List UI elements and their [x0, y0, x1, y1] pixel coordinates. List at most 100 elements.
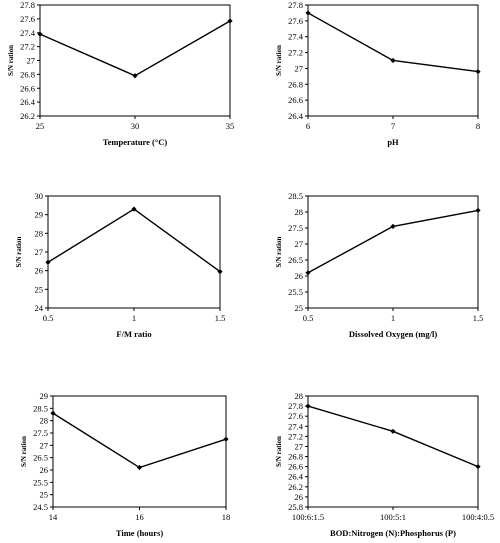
- plot-area-frame: [39, 4, 231, 117]
- x-tick-label: 1.5: [215, 313, 226, 323]
- y-tick-label: 27: [295, 63, 304, 73]
- data-point-marker: [390, 428, 396, 434]
- x-tick-label: 100:6:1.5: [292, 512, 324, 522]
- y-tick-label: 26.6: [20, 83, 35, 93]
- y-tick-label: 24: [35, 303, 44, 313]
- y-tick-label: 26.4: [288, 111, 304, 121]
- plot-area-frame: [307, 395, 479, 508]
- y-axis-label: S/N ration: [7, 45, 15, 76]
- series-line: [307, 209, 479, 274]
- y-tick-label: 27: [27, 56, 36, 66]
- data-point-marker: [305, 10, 311, 16]
- y-tick-label: 28.5: [33, 403, 48, 413]
- y-tick-label: 27.2: [288, 48, 303, 58]
- data-point-marker: [390, 57, 396, 64]
- y-axis-label: S/N ration: [15, 236, 23, 267]
- data-point-marker: [475, 464, 481, 470]
- x-axis-label: pH: [387, 137, 399, 147]
- data-point-marker: [227, 18, 233, 24]
- y-tick-label: 27.4: [20, 28, 36, 38]
- x-tick-label: 30: [131, 121, 140, 131]
- data-point-marker: [305, 403, 311, 409]
- y-tick-label: 26.8: [288, 452, 303, 462]
- y-tick-label: 25.5: [33, 477, 48, 487]
- x-tick-label: 18: [222, 512, 231, 522]
- y-tick-label: 27: [40, 440, 49, 450]
- series-line: [307, 405, 479, 468]
- chart-5: 24.5 25 25.5 26 26.5 27 27.5 28 28.5 29 14 16 18 Time…: [20, 391, 230, 538]
- y-tick-label: 25: [295, 303, 304, 313]
- y-tick-label: 27.6: [288, 411, 303, 421]
- y-tick-label: 28: [35, 228, 44, 238]
- y-tick-label: 28: [295, 391, 304, 401]
- x-tick-label: 8: [476, 121, 480, 131]
- chart-2: 26.4 26.6 26.8 27 27.2 27.4 27.6 27.8 6 7 8 pH S/N r…: [275, 0, 481, 147]
- x-tick-label: 100:4:0.5: [462, 512, 494, 522]
- x-axis-label: Dissolved Oxygen (mg/l): [349, 329, 437, 339]
- y-tick-label: 29: [40, 391, 49, 401]
- y-tick-label: 25.5: [288, 287, 303, 297]
- y-tick-label: 27.5: [288, 223, 303, 233]
- data-point-marker: [50, 410, 56, 416]
- y-tick-label: 27.2: [288, 431, 303, 441]
- y-tick-label: 26.2: [20, 111, 35, 121]
- y-tick-label: 25: [40, 490, 49, 500]
- y-tick-label: 29: [35, 210, 44, 220]
- y-tick-label: 26.5: [288, 255, 303, 265]
- x-tick-label: 16: [135, 512, 144, 522]
- y-tick-label: 27.6: [288, 16, 303, 26]
- x-axis-label: Time (hours): [116, 528, 163, 538]
- data-point-marker: [37, 31, 43, 37]
- y-tick-label: 25: [35, 284, 44, 294]
- y-axis-label: S/N ration: [20, 436, 28, 467]
- y-tick-label: 26.6: [288, 462, 303, 472]
- y-tick-label: 27: [295, 441, 304, 451]
- data-point-marker: [305, 270, 311, 276]
- y-axis-label: S/N ration: [275, 45, 283, 76]
- y-tick-label: 27.4: [288, 421, 304, 431]
- chart-3: 24 25 26 27 28 29 30 0.5 1 1.5 F/M ratio S/N ration: [15, 191, 225, 339]
- y-tick-label: 27: [295, 239, 304, 249]
- x-tick-label: 25: [36, 121, 45, 131]
- y-tick-label: 28: [295, 207, 304, 217]
- chart-4: 25 25.5 26 26.5 27 27.5 28 28.5 0.5 1 1.5 Dissolved…: [275, 191, 483, 339]
- y-tick-label: 27: [35, 247, 44, 257]
- x-axis-label: Temperature (°C): [103, 137, 168, 147]
- x-tick-label: 6: [306, 121, 310, 131]
- y-axis-label: S/N ration: [275, 236, 283, 267]
- data-point-marker: [223, 436, 229, 442]
- x-axis-label: F/M ratio: [116, 329, 151, 339]
- y-tick-label: 26: [35, 266, 44, 276]
- y-tick-label: 30: [35, 191, 44, 201]
- y-tick-label: 26.8: [288, 79, 303, 89]
- x-tick-label: 0.5: [303, 313, 314, 323]
- plot-area-frame: [52, 395, 227, 508]
- x-tick-label: 1.5: [473, 313, 484, 323]
- data-point-marker: [131, 206, 137, 212]
- y-tick-label: 26.4: [20, 97, 36, 107]
- y-tick-label: 27.8: [288, 0, 303, 10]
- y-tick-label: 24.5: [33, 502, 48, 512]
- data-point-marker: [132, 73, 138, 79]
- x-axis-label: BOD:Nitrogen (N):Phosphorus (P): [330, 528, 456, 538]
- y-tick-label: 27.2: [20, 42, 35, 52]
- data-point-marker: [217, 269, 223, 275]
- data-point-marker: [390, 223, 396, 229]
- y-tick-label: 26.6: [288, 95, 303, 105]
- y-tick-label: 26: [295, 492, 304, 502]
- series-line: [47, 208, 221, 273]
- x-tick-label: 14: [49, 512, 58, 522]
- y-tick-label: 26.2: [288, 482, 303, 492]
- chart-1: 26.2 26.4 26.6 26.8 27 27.2 27.4 27.6 27.8 25 30 35…: [7, 0, 234, 147]
- x-tick-label: 1: [132, 313, 136, 323]
- y-axis-label: S/N ration: [275, 436, 283, 467]
- y-tick-label: 25.8: [288, 502, 303, 512]
- y-tick-label: 27.4: [288, 32, 304, 42]
- x-tick-label: 35: [226, 121, 235, 131]
- series-line: [52, 412, 227, 469]
- data-point-marker: [136, 464, 143, 471]
- y-tick-label: 28: [40, 416, 49, 426]
- x-tick-label: 7: [391, 121, 395, 131]
- y-tick-label: 26.5: [33, 453, 48, 463]
